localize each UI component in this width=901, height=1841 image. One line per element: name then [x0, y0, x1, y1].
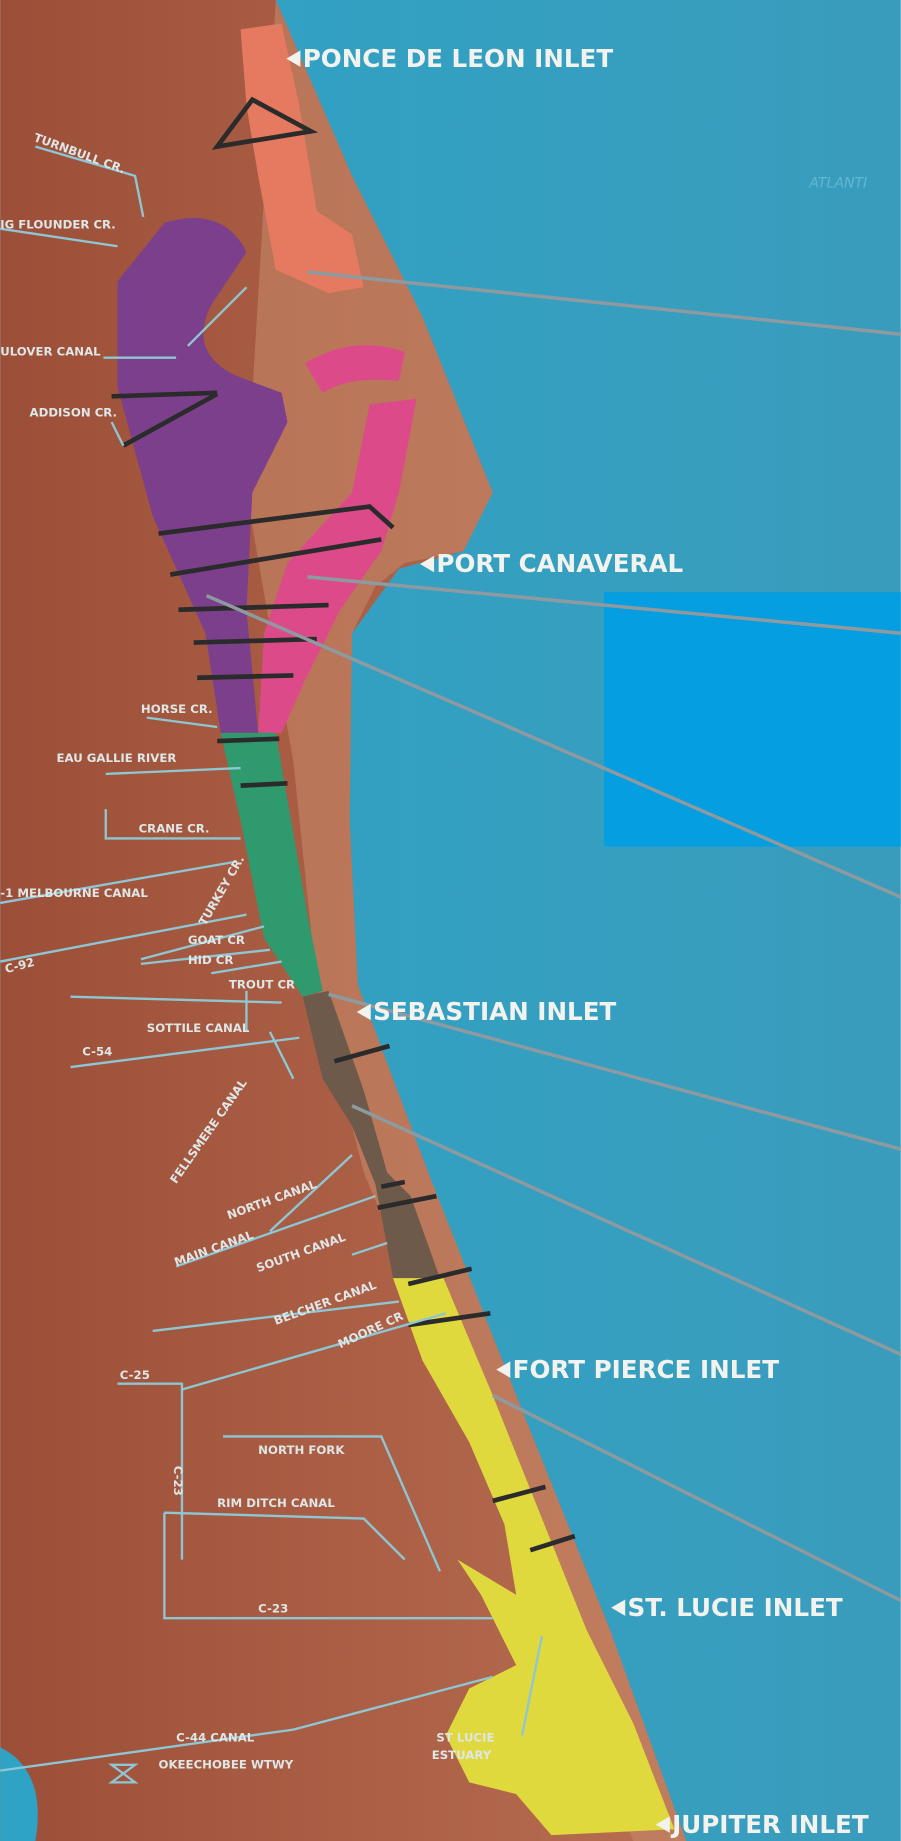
placeholder-box: [604, 592, 901, 847]
waterway-label: C-23: [258, 1601, 288, 1615]
waterway-label: C-44 CANAL: [176, 1730, 255, 1744]
south-lagoon: [393, 1278, 675, 1836]
waterway-label: OKEECHOBEE WTWY: [159, 1757, 294, 1771]
inlet-label: PORT CANAVERAL: [436, 549, 683, 578]
waterway-label: ESTUARY: [432, 1748, 492, 1762]
inlet-label: PONCE DE LEON INLET: [303, 44, 614, 73]
waterway-label: CRANE CR.: [139, 822, 210, 836]
waterway-label: NORTH FORK: [258, 1443, 345, 1457]
central-lagoon: [220, 732, 323, 997]
inlet-label: JUPITER INLET: [670, 1810, 869, 1839]
waterway-label: -1 MELBOURNE CANAL: [0, 886, 148, 900]
north-lagoon: [117, 217, 288, 733]
waterway-label: SOTTILE CANAL: [147, 1021, 250, 1035]
lake: [0, 1747, 38, 1841]
waterway-label: C-23: [171, 1466, 185, 1496]
waterway-label: HID CR: [188, 953, 234, 967]
inlet-marker: [655, 1816, 670, 1833]
waterway-label: GOAT CR: [188, 933, 245, 947]
ocean-label: ATLANTI: [808, 176, 867, 192]
mosquito-lagoon: [240, 23, 364, 294]
waterway-label: ULOVER CANAL: [0, 344, 101, 358]
waterway-label: ST LUCIE: [436, 1730, 494, 1744]
barrier-island: [246, 0, 687, 1841]
waterway-label: ADDISON CR.: [30, 405, 117, 419]
waterway-label: HORSE CR.: [141, 702, 213, 716]
waterway-label: TROUT CR: [229, 978, 295, 992]
canals: [0, 145, 544, 1772]
inlet-label: SEBASTIAN INLET: [373, 997, 616, 1026]
waterway-label: C-25: [120, 1368, 150, 1382]
inlet-label: ST. LUCIE INLET: [628, 1593, 843, 1622]
waterway-label: EAU GALLIE RIVER: [57, 751, 177, 765]
waterway-label: IG FLOUNDER CR.: [0, 218, 116, 232]
transect-lines: [111, 96, 576, 1553]
inlet-marker: [611, 1599, 626, 1616]
inlet-marker: [420, 555, 435, 573]
inlet-marker: [356, 1003, 371, 1021]
lock-symbol: [108, 1763, 139, 1784]
inlet-marker: [496, 1361, 511, 1378]
waterway-label: RIM DITCH CANAL: [217, 1496, 335, 1510]
inlet-label: FORT PIERCE INLET: [513, 1355, 780, 1384]
inlet-marker: [286, 50, 301, 67]
waterway-label: C-54: [82, 1044, 112, 1058]
pointer-lines: [205, 270, 901, 1603]
